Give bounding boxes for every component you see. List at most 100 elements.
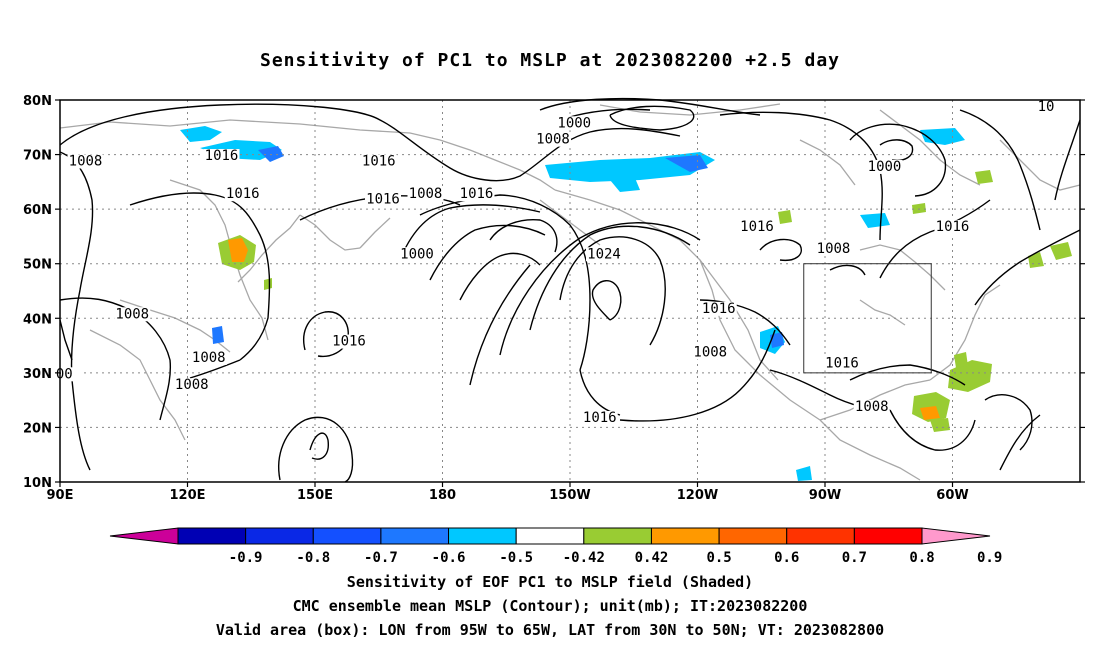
coastline-segment <box>859 299 906 326</box>
contour-label: 1008 <box>192 350 226 366</box>
colorbar-label: 0.8 <box>909 550 934 566</box>
coastline-segment <box>359 217 391 249</box>
mslp-contour <box>829 264 866 276</box>
sensitivity-patch <box>228 238 248 262</box>
coastline-segment <box>237 214 301 283</box>
coastline-segment <box>999 139 1081 191</box>
colorbar-box <box>448 527 517 545</box>
contour-label-bg <box>365 192 401 207</box>
mslp-contour <box>529 225 691 331</box>
mslp-contour <box>489 218 558 253</box>
contour-label-bg <box>581 410 618 425</box>
colorbar-label: -0.6 <box>432 550 466 566</box>
sensitivity-patch <box>212 326 224 344</box>
contour-label: 1008 <box>175 377 209 393</box>
sensitivity-patch <box>930 418 950 432</box>
contour-label-bg <box>224 187 261 202</box>
coastline-segment <box>299 214 361 251</box>
sensitivity-patch <box>975 170 993 184</box>
sensitivity-patch <box>1050 242 1072 260</box>
colorbar-label: 0.7 <box>842 550 867 566</box>
mslp-contour <box>719 111 883 241</box>
mslp-contour <box>609 105 695 131</box>
mslp-contour <box>469 264 531 386</box>
contour-label-bg <box>535 132 571 147</box>
mslp-contour <box>879 199 991 279</box>
colorbar-label: 0.42 <box>635 550 669 566</box>
contour-label-bg <box>203 149 240 164</box>
contour-label: 1000 <box>868 159 902 175</box>
colorbar-end-high <box>921 527 991 545</box>
contour-label-bg <box>399 247 435 262</box>
contour-label: 1016 <box>332 334 366 350</box>
mslp-contour <box>59 151 94 471</box>
contour-label-bg <box>1028 99 1064 114</box>
colorbar-box <box>177 527 247 545</box>
lon-label: 90E <box>47 488 74 503</box>
lon-label: 150W <box>549 488 590 503</box>
contour-label: 1016 <box>583 410 617 426</box>
mslp-contour <box>849 364 966 386</box>
mslp-contour <box>984 394 1033 451</box>
contour-label: 1016 <box>460 186 494 202</box>
contour-label: 1016 <box>205 148 239 164</box>
sensitivity-patch <box>948 360 992 392</box>
coastline-segment <box>89 329 186 441</box>
contour-label: 10 <box>1038 99 1055 115</box>
lat-label: 20N <box>23 421 52 436</box>
mslp-contour <box>619 329 776 422</box>
contour-label: 00 <box>56 366 73 382</box>
sensitivity-patch <box>912 203 926 214</box>
colorbar-label: -0.8 <box>296 550 330 566</box>
mslp-contour <box>974 229 1081 306</box>
mslp-contour <box>429 224 546 281</box>
contour-label-bg <box>67 154 104 169</box>
contour-label-bg <box>586 247 622 262</box>
contour-label-bg <box>934 219 971 234</box>
coastline-segment <box>59 119 441 141</box>
coastline-segment <box>879 109 981 186</box>
colorbar-box <box>583 527 652 545</box>
sensitivity-patch <box>920 406 940 420</box>
caption-line-1: Sensitivity of EOF PC1 to MSLP field (Sh… <box>346 573 754 591</box>
lat-lon-grid <box>60 100 1080 482</box>
contour-label-bg <box>700 301 737 316</box>
contour-label: 1000 <box>400 246 434 262</box>
colorbar <box>109 527 991 545</box>
contour-label-bg <box>173 378 210 393</box>
contour-label: 1016 <box>362 153 396 169</box>
contour-labels: 1008 1016 1016 1016 1008 1008 1008 00 1016 1000 10… <box>46 99 1064 426</box>
mslp-contour <box>559 236 666 346</box>
colorbar-label: -0.42 <box>563 550 605 566</box>
lat-label: 60N <box>23 203 52 218</box>
contour-label: 1008 <box>817 241 851 257</box>
contour-label-bg <box>331 334 367 349</box>
sensitivity-patch <box>264 278 272 290</box>
mslp-contour <box>1054 119 1081 201</box>
contour-label: 1016 <box>702 301 736 317</box>
sensitivity-patch <box>180 126 222 142</box>
contour-label: 1008 <box>69 153 103 169</box>
mslp-contour <box>499 222 701 356</box>
latitude-labels: 80N 70N 60N 50N 40N 30N 20N 10N <box>23 94 52 491</box>
contour-label-bg <box>360 154 397 169</box>
colorbar-box <box>718 527 788 545</box>
coastline-segment <box>819 419 921 481</box>
lon-label: 180 <box>429 488 456 503</box>
mslp-contour <box>579 369 621 416</box>
mslp-contour <box>59 297 172 421</box>
valid-area-box <box>803 263 932 374</box>
longitude-labels: 90E 120E 150E 180 150W 120W 90W 60W <box>47 488 969 503</box>
lat-label: 70N <box>23 149 52 164</box>
contour-label-bg <box>853 400 890 415</box>
mslp-contour <box>699 299 791 346</box>
contour-label: 1008 <box>855 399 889 415</box>
contour-label: 1016 <box>825 355 859 371</box>
coastline-segment <box>929 284 1001 381</box>
colorbar-box <box>786 527 855 545</box>
colorbar-label: -0.7 <box>364 550 398 566</box>
lat-label: 80N <box>23 94 52 109</box>
contour-label: 1016 <box>226 186 260 202</box>
mslp-contour <box>889 409 976 451</box>
lat-label: 30N <box>23 367 52 382</box>
